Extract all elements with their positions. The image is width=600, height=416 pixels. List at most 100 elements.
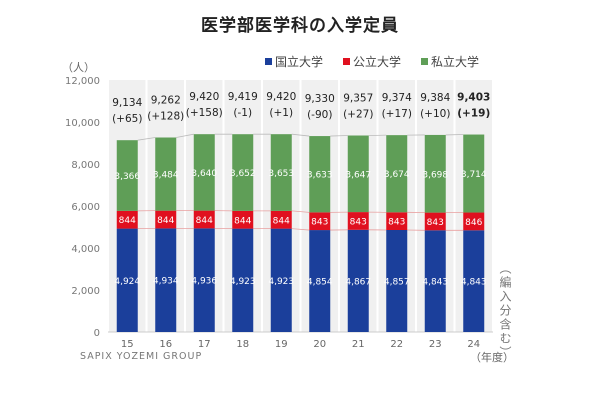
bar-national — [270, 228, 292, 332]
bar-public — [232, 210, 254, 229]
change-label: (+158) — [186, 107, 223, 119]
bar-private — [386, 135, 408, 213]
bar-value-label: 3,633 — [307, 171, 333, 181]
bar-national — [463, 230, 485, 332]
legend: 国立大学 公立大学 私立大学 — [265, 53, 479, 70]
bar-value-label: 4,934 — [153, 277, 179, 287]
legend-item-public: 公立大学 — [343, 53, 401, 70]
bar-public — [270, 210, 292, 229]
transfer-note: （編入分含む） — [498, 262, 512, 360]
change-label: (+65) — [112, 113, 142, 125]
bar-public — [463, 212, 485, 231]
bar-private — [309, 136, 331, 213]
bar-value-label: 3,698 — [422, 170, 448, 180]
bar-value-label: 3,484 — [153, 171, 179, 181]
bar-national — [386, 230, 408, 332]
legend-label-private: 私立大学 — [431, 55, 480, 69]
bar-value-label: 4,923 — [268, 277, 294, 287]
total-label: 9,374 — [382, 92, 412, 104]
bar-value-label: 843 — [427, 218, 444, 228]
bar-value-label: 844 — [273, 216, 290, 226]
x-tick-label: 19 — [275, 339, 288, 350]
legend-label-national: 国立大学 — [275, 55, 324, 69]
legend-swatch-public — [343, 58, 351, 65]
bar-private — [155, 137, 177, 211]
change-label: (+17) — [382, 108, 412, 120]
change-label: (+27) — [343, 109, 373, 121]
bar-national — [424, 230, 446, 332]
change-label: (+19) — [457, 108, 490, 120]
bar-value-label: 4,843 — [461, 278, 487, 288]
bar-public — [193, 210, 215, 229]
bar-private — [424, 134, 446, 213]
change-label: (-90) — [307, 109, 332, 121]
total-label: 9,262 — [151, 94, 181, 106]
change-label: (-1) — [233, 107, 252, 119]
total-label: 9,420 — [266, 91, 296, 103]
bar-public — [347, 212, 369, 230]
y-tick-label: 10,000 — [65, 118, 100, 129]
connector-line — [330, 135, 348, 137]
bar-value-label: 844 — [119, 216, 136, 226]
bar-private — [347, 135, 369, 213]
total-label: 9,357 — [343, 93, 373, 105]
bar-value-label: 844 — [196, 216, 213, 226]
legend-label-public: 公立大学 — [353, 55, 402, 69]
legend-item-private: 私立大学 — [421, 53, 479, 70]
bar-value-label: 846 — [465, 218, 482, 228]
bar-value-label: 844 — [157, 216, 174, 226]
bar-national — [193, 228, 215, 332]
bar-value-label: 4,867 — [345, 277, 371, 287]
change-label: (+10) — [420, 108, 450, 120]
x-tick-label: 21 — [352, 339, 365, 350]
bar-national — [232, 228, 254, 332]
chart-title: 医学部医学科の入学定員 — [201, 16, 399, 36]
source-credit: SAPIX YOZEMI GROUP — [80, 351, 203, 362]
total-label: 9,330 — [305, 93, 335, 105]
bar-private — [232, 134, 254, 211]
bar-value-label: 3,653 — [268, 169, 294, 179]
y-tick-label: 0 — [94, 328, 100, 339]
bar-value-label: 4,857 — [384, 278, 410, 288]
legend-swatch-private — [421, 58, 429, 65]
bar-value-label: 843 — [350, 217, 367, 227]
bar-value-label: 3,640 — [191, 169, 217, 179]
bar-public — [424, 212, 446, 231]
bar-public — [116, 210, 138, 229]
bar-value-label: 3,652 — [230, 169, 256, 179]
bar-public — [386, 212, 408, 231]
total-label: 9,403 — [457, 92, 490, 104]
x-tick-label: 15 — [121, 339, 134, 350]
x-tick-label: 23 — [429, 339, 442, 350]
bar-value-label: 3,366 — [114, 172, 140, 182]
bar-national — [155, 228, 177, 332]
legend-item-national: 国立大学 — [265, 53, 323, 70]
total-label: 9,384 — [420, 92, 450, 104]
bar-public — [309, 212, 331, 231]
y-tick-label: 6,000 — [71, 202, 100, 213]
x-tick-label: 24 — [467, 339, 480, 350]
x-tick-label: 20 — [313, 339, 326, 350]
bar-national — [116, 228, 138, 332]
total-label: 9,420 — [189, 91, 219, 103]
total-label: 9,419 — [228, 91, 258, 103]
x-tick-label: 18 — [236, 339, 249, 350]
connector-line — [291, 228, 310, 231]
x-tick-label: 22 — [390, 339, 403, 350]
bar-value-label: 4,923 — [230, 277, 256, 287]
bar-private — [193, 134, 215, 211]
bar-value-label: 3,647 — [345, 170, 371, 180]
bar-value-label: 4,924 — [114, 277, 140, 287]
connector-line — [176, 133, 194, 138]
y-tick-label: 4,000 — [71, 244, 100, 255]
x-tick-label: 16 — [159, 339, 172, 350]
bar-value-label: 3,674 — [384, 170, 410, 180]
bar-private — [116, 140, 138, 211]
total-label: 9,134 — [112, 97, 142, 109]
bar-value-label: 3,714 — [461, 170, 487, 180]
y-axis-unit: （人） — [62, 61, 95, 74]
y-tick-label: 12,000 — [65, 76, 100, 87]
bar-value-label: 844 — [234, 216, 251, 226]
legend-swatch-national — [265, 58, 272, 65]
